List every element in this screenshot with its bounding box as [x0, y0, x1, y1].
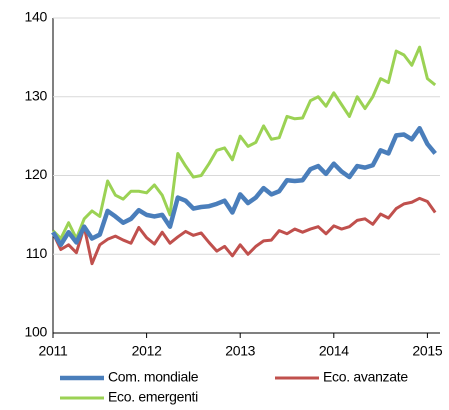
x-tick-label: 2015 — [412, 343, 442, 359]
x-tick-label: 2012 — [132, 343, 162, 359]
x-tick-label: 2013 — [225, 343, 255, 359]
y-tick-label: 140 — [25, 9, 48, 25]
legend-label: Eco. emergenti — [108, 389, 198, 405]
y-tick-label: 130 — [25, 87, 48, 103]
y-tick-label: 120 — [25, 166, 48, 182]
y-tick-label: 110 — [26, 245, 48, 261]
series-line — [51, 45, 437, 240]
y-tick-label: 100 — [25, 324, 48, 340]
series-line — [51, 126, 437, 248]
series-line — [51, 196, 437, 266]
legend-label: Eco. avanzate — [323, 369, 408, 385]
x-tick-label: 2014 — [319, 343, 349, 359]
x-tick-label: 2011 — [39, 343, 68, 359]
legend-label: Com. mondiale — [108, 369, 199, 385]
